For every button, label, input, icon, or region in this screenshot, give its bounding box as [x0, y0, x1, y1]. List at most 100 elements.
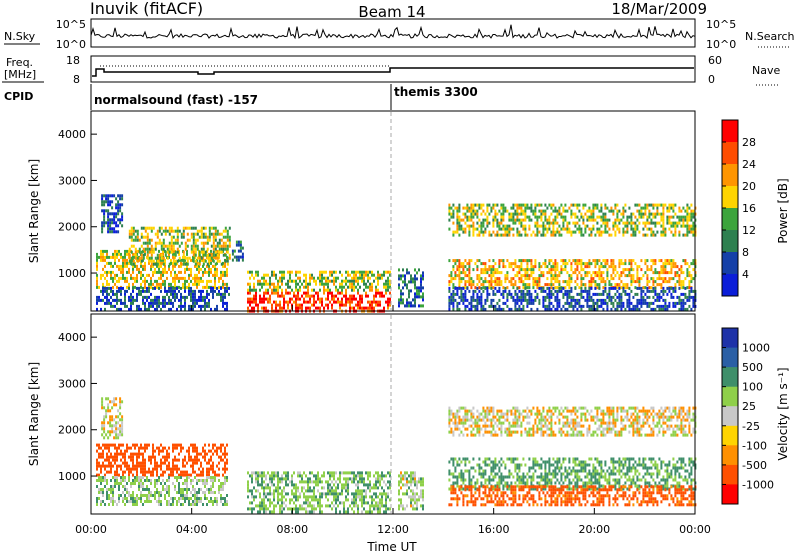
- range-cell: [385, 300, 387, 304]
- range-cell: [488, 265, 491, 269]
- range-cell: [682, 307, 685, 311]
- range-cell: [291, 474, 293, 478]
- range-cell: [369, 285, 371, 289]
- range-cell: [212, 253, 215, 257]
- range-cell: [492, 203, 495, 207]
- range-cell: [652, 215, 655, 219]
- range-cell: [174, 289, 176, 293]
- range-cell: [160, 289, 162, 293]
- range-cell: [389, 273, 391, 277]
- range-cell: [660, 203, 663, 207]
- range-cell: [218, 279, 220, 283]
- range-cell: [646, 283, 649, 287]
- noise-left-label: N.Sky: [4, 30, 36, 43]
- range-cell: [285, 282, 287, 286]
- range-cell: [198, 229, 201, 233]
- range-cell: [385, 291, 387, 295]
- range-cell: [208, 258, 210, 262]
- range-cell: [216, 229, 219, 233]
- range-cell: [626, 224, 629, 228]
- range-cell: [422, 277, 424, 281]
- range-cell: [588, 286, 591, 290]
- range-cell: [162, 229, 165, 233]
- range-cell: [140, 256, 143, 260]
- range-cell: [126, 446, 128, 450]
- range-cell: [253, 297, 255, 301]
- range-cell: [160, 244, 163, 248]
- range-cell: [550, 203, 553, 207]
- range-cell: [224, 229, 227, 233]
- range-cell: [220, 449, 222, 453]
- range-cell: [144, 494, 146, 497]
- range-cell: [128, 247, 131, 251]
- range-cell: [315, 279, 317, 283]
- range-cell: [684, 259, 687, 263]
- range-cell: [166, 458, 168, 462]
- range-cell: [114, 443, 116, 447]
- range-cell: [261, 483, 263, 487]
- range-cell: [544, 283, 547, 287]
- range-cell: [456, 289, 459, 293]
- range-cell: [263, 498, 265, 502]
- range-cell: [144, 479, 146, 482]
- range-cell: [464, 307, 467, 311]
- range-cell: [682, 206, 685, 210]
- range-cell: [460, 292, 463, 296]
- range-cell: [287, 492, 289, 496]
- range-cell: [458, 227, 461, 231]
- range-cell: [422, 304, 424, 308]
- range-cell: [598, 292, 601, 296]
- range-cell: [632, 227, 635, 231]
- range-cell: [118, 307, 120, 311]
- range-cell: [116, 289, 118, 293]
- range-cell: [414, 280, 416, 284]
- range-cell: [109, 221, 112, 225]
- range-cell: [618, 259, 621, 263]
- range-cell: [216, 261, 218, 265]
- range-cell: [148, 500, 150, 503]
- range-cell: [105, 221, 108, 225]
- range-cell: [261, 471, 263, 475]
- range-cell: [628, 304, 631, 308]
- range-cell: [616, 307, 619, 311]
- range-cell: [670, 224, 673, 228]
- range-cell: [122, 485, 124, 488]
- range-cell: [353, 279, 355, 283]
- range-cell: [253, 498, 255, 502]
- range-cell: [101, 209, 104, 213]
- range-cell: [600, 209, 603, 213]
- range-cell: [251, 489, 253, 493]
- range-cell: [116, 292, 118, 296]
- range-cell: [660, 215, 663, 219]
- range-cell: [626, 301, 629, 305]
- range-cell: [176, 247, 179, 251]
- range-cell: [464, 280, 467, 284]
- range-cell: [188, 304, 190, 308]
- range-cell: [580, 274, 583, 278]
- range-cell: [214, 253, 217, 257]
- range-cell: [656, 283, 659, 287]
- beam-title: Beam 14: [358, 3, 425, 21]
- range-cell: [472, 230, 475, 234]
- range-cell: [588, 218, 591, 222]
- range-cell: [688, 230, 691, 234]
- range-cell: [472, 203, 475, 207]
- range-cell: [110, 264, 112, 268]
- noise-right-label: N.Search: [745, 30, 795, 43]
- range-cell: [154, 241, 157, 245]
- range-cell: [112, 500, 114, 503]
- range-cell: [174, 259, 177, 263]
- range-cell: [341, 300, 343, 304]
- range-cell: [502, 289, 505, 293]
- range-cell: [536, 221, 539, 225]
- range-cell: [622, 271, 625, 275]
- range-cell: [512, 277, 515, 281]
- range-cell: [468, 301, 471, 305]
- range-cell: [600, 271, 603, 275]
- range-cell: [128, 259, 131, 263]
- range-cell: [630, 221, 633, 225]
- range-cell: [109, 212, 112, 216]
- range-cell: [339, 303, 341, 307]
- range-cell: [530, 298, 533, 302]
- range-cell: [134, 238, 137, 242]
